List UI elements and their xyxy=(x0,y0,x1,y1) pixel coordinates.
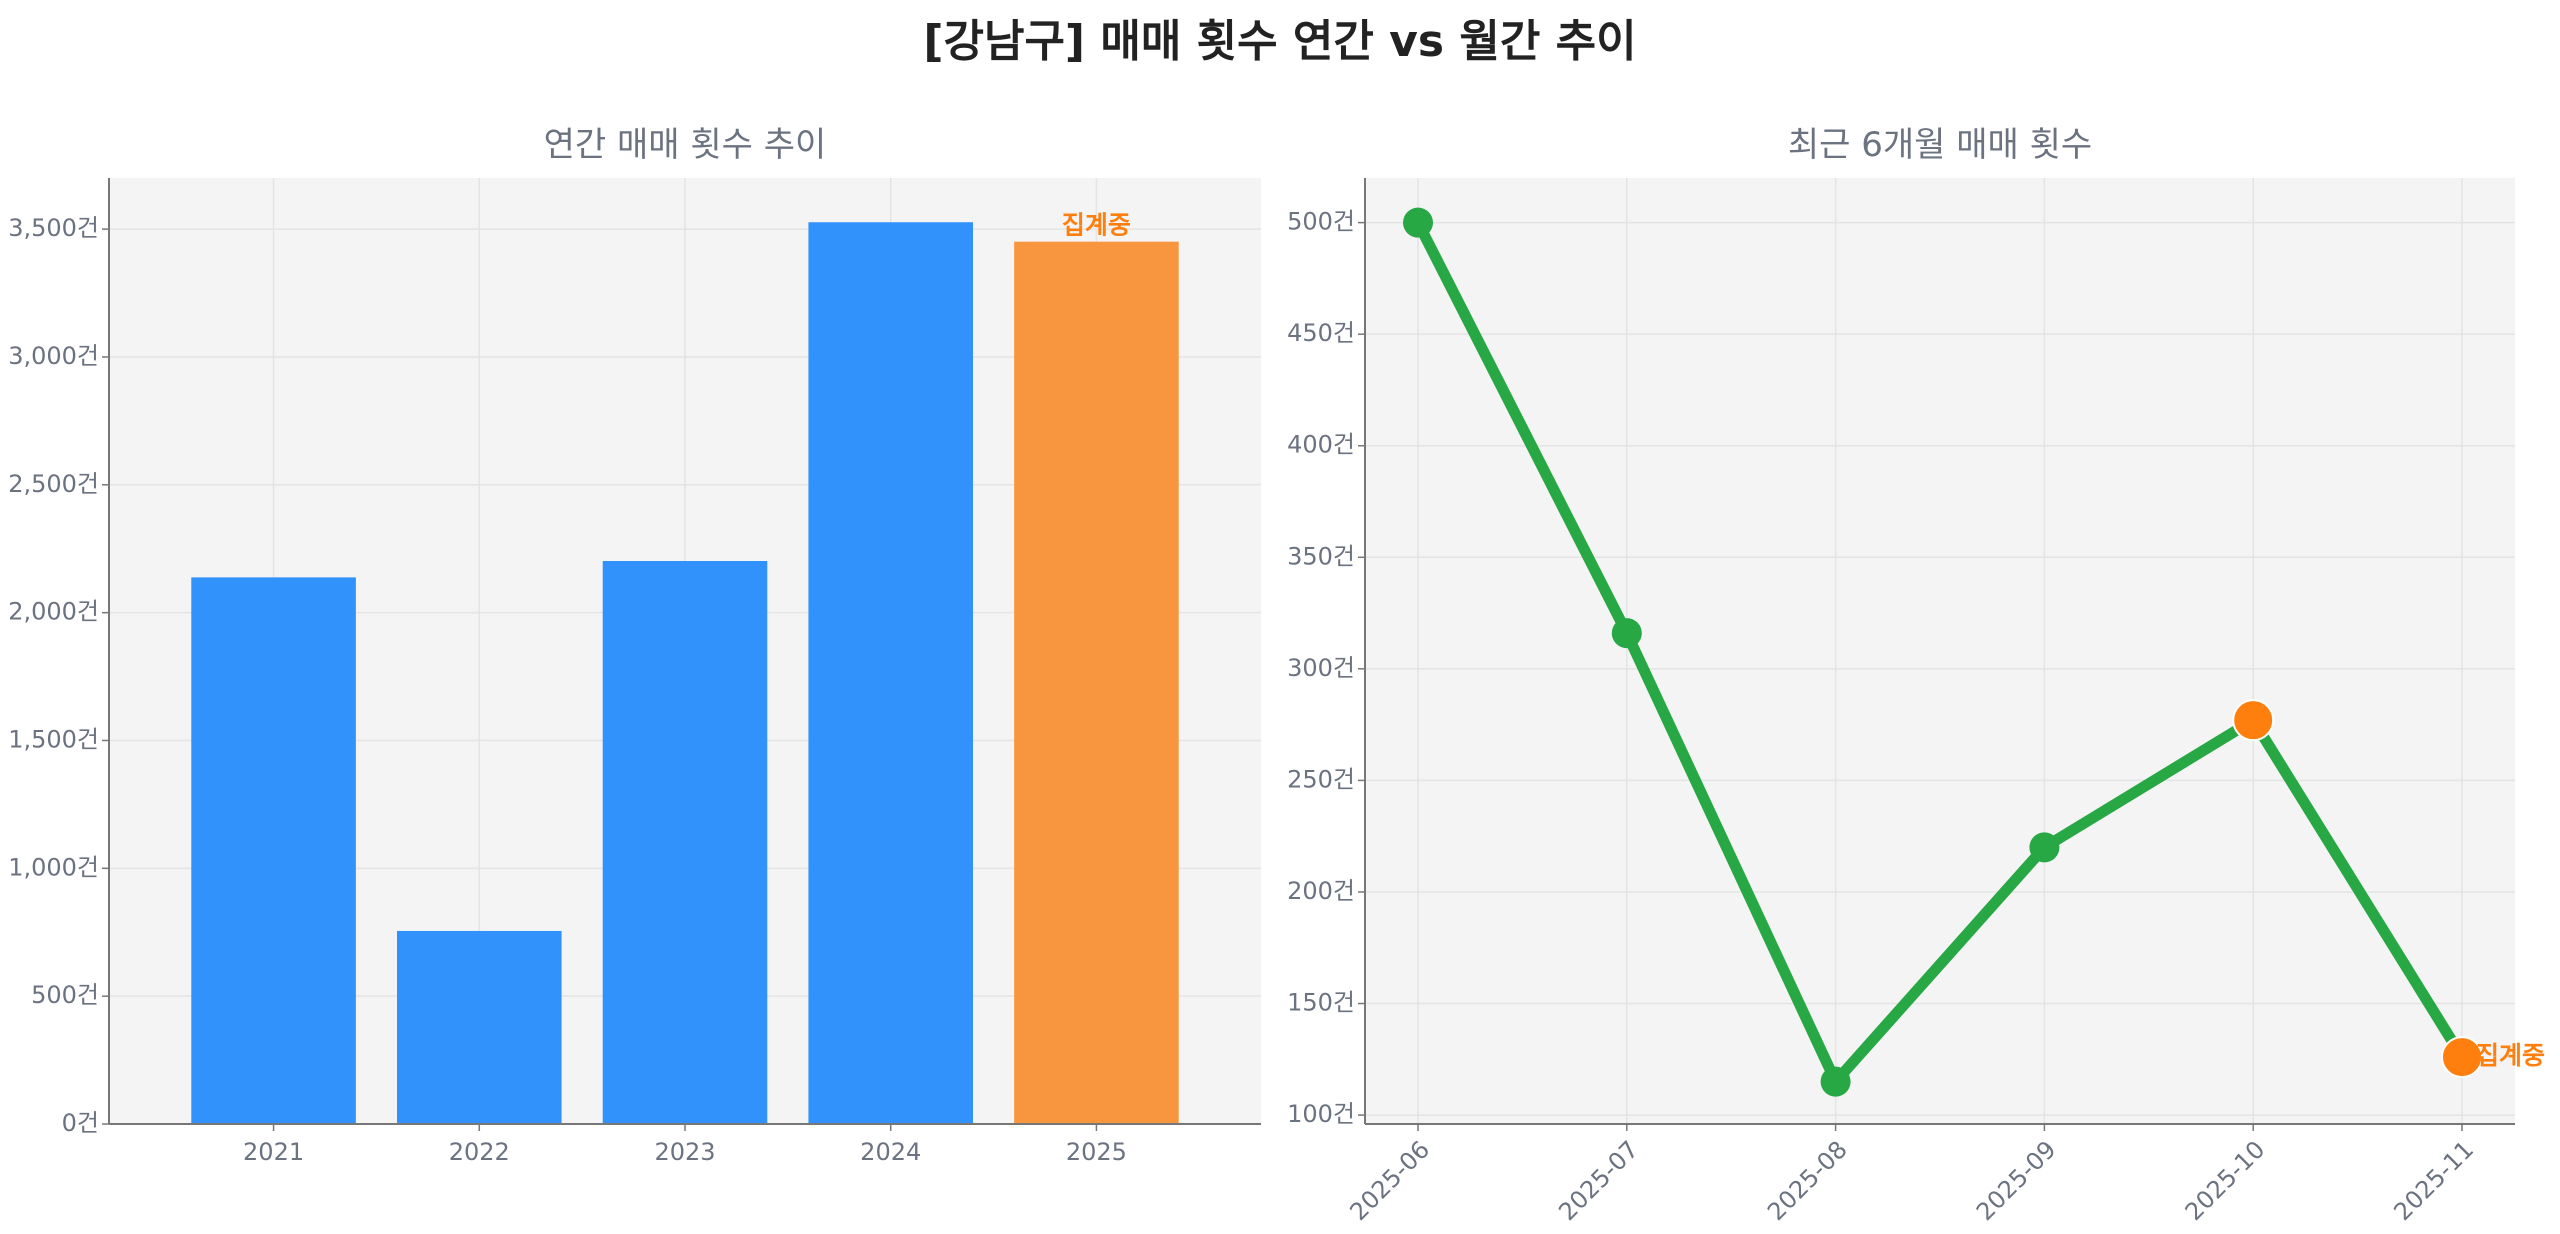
chart-title: 최근 6개월 매매 횟수 xyxy=(1788,125,2092,165)
y-tick-label: 3,500건 xyxy=(8,214,99,242)
data-point xyxy=(2232,699,2275,742)
y-tick-label: 2,000건 xyxy=(8,598,99,626)
data-point xyxy=(1611,618,1642,649)
partial-annotation: 집계중 xyxy=(2476,1041,2545,1070)
y-tick-label: 100건 xyxy=(1287,1100,1355,1128)
data-point xyxy=(2441,1036,2483,1079)
x-tick-label: 2021 xyxy=(243,1138,304,1166)
bar xyxy=(602,561,768,1124)
bar xyxy=(397,930,562,1124)
data-point xyxy=(2029,832,2060,863)
monthly-line-chart: 최근 6개월 매매 횟수 100건 150건 200건 250건 300건 350건 400건… xyxy=(1287,125,2545,1226)
x-tick-label: 2024 xyxy=(860,1138,921,1166)
y-tick-label: 400건 xyxy=(1287,431,1355,459)
x-tick-label: 2025-10 xyxy=(2180,1135,2271,1226)
x-tick-label: 2025-09 xyxy=(1971,1135,2062,1226)
y-tick-label: 150건 xyxy=(1287,989,1355,1017)
x-tick-label: 2025-11 xyxy=(2388,1135,2479,1226)
y-tick-label: 200건 xyxy=(1287,877,1355,905)
x-tick-label: 2025-07 xyxy=(1553,1135,1644,1226)
figure-title: [강남구] 매매 횟수 연간 vs 월간 추이 xyxy=(923,16,1636,67)
x-tick-label: 2025-06 xyxy=(1344,1135,1435,1226)
bar xyxy=(191,577,356,1124)
y-tick-label: 500건 xyxy=(31,981,99,1009)
bar xyxy=(1014,241,1179,1125)
y-tick-label: 250건 xyxy=(1287,765,1355,793)
y-tick-label: 1,500건 xyxy=(8,725,99,753)
x-tick-label: 2023 xyxy=(654,1138,715,1166)
bar xyxy=(808,222,973,1125)
chart-title: 연간 매매 횟수 추이 xyxy=(544,125,827,165)
x-tick-label: 2025-08 xyxy=(1762,1135,1853,1226)
partial-annotation: 집계중 xyxy=(1062,211,1131,240)
data-point xyxy=(1820,1066,1851,1097)
y-tick-label: 300건 xyxy=(1287,654,1355,682)
y-tick-label: 2,500건 xyxy=(8,470,99,498)
y-tick-label: 350건 xyxy=(1287,542,1355,570)
data-point xyxy=(1403,207,1433,238)
x-tick-label: 2025 xyxy=(1066,1138,1127,1166)
y-tick-label: 0건 xyxy=(62,1109,99,1137)
y-tick-label: 450건 xyxy=(1287,319,1355,347)
x-tick-label: 2022 xyxy=(449,1138,510,1166)
plot-area xyxy=(1365,178,2515,1124)
y-tick-label: 500건 xyxy=(1287,208,1355,236)
y-tick-label: 3,000건 xyxy=(8,342,99,370)
series-line xyxy=(1413,220,2467,1088)
annual-bar-chart: 연간 매매 횟수 추이 0건 500건 1,000건 1,500건 2,000건 2,500… xyxy=(8,125,1261,1166)
y-tick-label: 1,000건 xyxy=(8,853,99,881)
